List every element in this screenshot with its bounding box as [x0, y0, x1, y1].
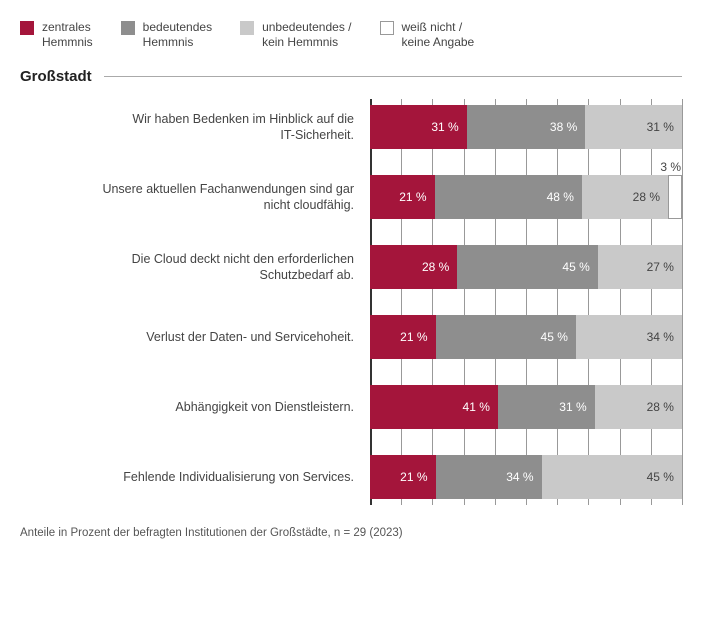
bar-row: 21 %45 %34 %: [370, 315, 682, 359]
legend-label: unbedeutendes / kein Hemmnis: [262, 20, 351, 50]
bar-segment: 45 %: [436, 315, 576, 359]
bar-segment: 34 %: [436, 455, 542, 499]
bar-segment: 45 %: [542, 455, 682, 499]
bar-segment: 31 %: [585, 105, 682, 149]
legend: zentrales Hemmnis bedeutendes Hemmnis unbe…: [20, 20, 682, 50]
bar-segment: 3 %: [668, 175, 682, 219]
stacked-bar-chart: Wir haben Bedenken im Hinblick auf die I…: [20, 99, 682, 505]
bar-segment: 27 %: [598, 245, 682, 289]
bar-segment: 41 %: [370, 385, 498, 429]
row-label: Unsere aktuellen Fachanwendungen sind ga…: [20, 175, 360, 219]
row-label: Verlust der Daten- und Servicehoheit.: [20, 315, 360, 359]
grid-line: [682, 99, 683, 505]
bar-segment: 31 %: [370, 105, 467, 149]
bar-segment-value: 3 %: [660, 160, 681, 174]
plot-area: 31 %38 %31 %21 %48 %28 %3 %28 %45 %27 %2…: [370, 99, 682, 505]
bar-row: 21 %34 %45 %: [370, 455, 682, 499]
bar-segment: 28 %: [582, 175, 668, 219]
legend-item: zentrales Hemmnis: [20, 20, 93, 50]
bar-segment: 28 %: [370, 245, 457, 289]
row-label: Wir haben Bedenken im Hinblick auf die I…: [20, 105, 360, 149]
row-label: Die Cloud deckt nicht den erforderlichen…: [20, 245, 360, 289]
legend-item: unbedeutendes / kein Hemmnis: [240, 20, 351, 50]
legend-item: weiß nicht / keine Angabe: [380, 20, 475, 50]
bar-row: 41 %31 %28 %: [370, 385, 682, 429]
legend-label: bedeutendes Hemmnis: [143, 20, 212, 50]
legend-swatch: [240, 21, 254, 35]
legend-swatch: [121, 21, 135, 35]
bar-segment: 45 %: [457, 245, 597, 289]
legend-swatch: [20, 21, 34, 35]
heading-rule: [104, 76, 682, 77]
bar-segment: 28 %: [595, 385, 682, 429]
bar-row: 21 %48 %28 %3 %: [370, 175, 682, 219]
section-title: Großstadt: [20, 68, 92, 85]
chart-footnote: Anteile in Prozent der befragten Institu…: [20, 527, 682, 539]
legend-item: bedeutendes Hemmnis: [121, 20, 212, 50]
bar-row: 31 %38 %31 %: [370, 105, 682, 149]
bar-segment: 31 %: [498, 385, 595, 429]
bar-segment: 21 %: [370, 175, 435, 219]
bar-segment: 21 %: [370, 455, 436, 499]
legend-label: weiß nicht / keine Angabe: [402, 20, 475, 50]
bar-segment: 21 %: [370, 315, 436, 359]
bar-segment: 48 %: [435, 175, 582, 219]
bar-segment: 38 %: [467, 105, 586, 149]
section-heading: Großstadt: [20, 68, 682, 85]
bars-area: 31 %38 %31 %21 %48 %28 %3 %28 %45 %27 %2…: [370, 99, 682, 505]
legend-label: zentrales Hemmnis: [42, 20, 93, 50]
row-label: Abhängigkeit von Dienstleistern.: [20, 385, 360, 429]
legend-swatch: [380, 21, 394, 35]
row-label: Fehlende Individualisierung von Services…: [20, 455, 360, 499]
bar-row: 28 %45 %27 %: [370, 245, 682, 289]
bar-segment: 34 %: [576, 315, 682, 359]
